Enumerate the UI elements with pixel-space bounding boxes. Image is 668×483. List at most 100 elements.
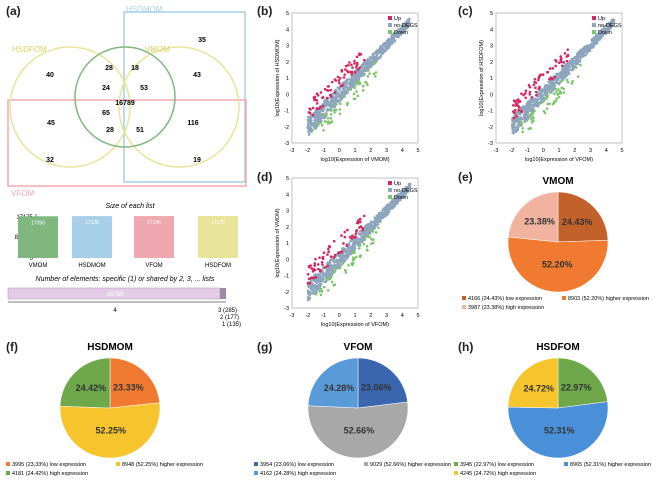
scatter-point-up [350, 63, 353, 67]
scatter-point-up [356, 68, 360, 71]
scatter-point-down [555, 97, 558, 101]
scatter-point-nodeg [571, 63, 574, 67]
scatter-point-nodeg [575, 61, 579, 65]
scatter-point-down [346, 101, 349, 105]
venn-label-vmom: VMOM [145, 45, 170, 54]
scatter-point-up [348, 235, 352, 239]
scatter-point-down [372, 72, 376, 76]
scatter-point-down [329, 275, 333, 279]
scatter-xtick: 2 [573, 148, 576, 154]
scatter-point-down [355, 90, 358, 93]
scatter-point-up [340, 250, 344, 253]
scatter-point-down [351, 258, 355, 262]
scatter-point-up [537, 78, 540, 82]
pie-slice [59, 402, 161, 459]
pie-legend-label: 4245 (24.72%) high expression [460, 471, 536, 477]
scatter-point-nodeg [401, 30, 404, 34]
scatter-xtick: -3 [290, 148, 295, 154]
scatter-point-up [340, 234, 343, 237]
scatter-point-down [358, 82, 362, 86]
scatter-point-nodeg [391, 40, 395, 44]
pie-legend-label: 3954 (23.06%) low expression [260, 462, 334, 468]
venn-set-vfom [7, 99, 247, 187]
scatter-point-down [320, 124, 324, 127]
scatter-point-up [315, 107, 319, 111]
scatter-legend-swatch [388, 23, 392, 27]
scatter-point-up [548, 67, 552, 70]
scatter-point-nodeg [350, 245, 354, 249]
scatter-point-nodeg [600, 30, 603, 33]
scatter-plot-c: -3 -2 -1 0 1 2 3 4 5 5 4 3 2 1 0 -1 -2 -3 log10(Expression… [479, 11, 624, 163]
scatter-point-up [358, 220, 362, 224]
scatter-point-up [317, 267, 320, 271]
scatter-point-up [319, 269, 322, 272]
scatter-point-up [358, 217, 362, 221]
scatter-point-nodeg [372, 220, 375, 224]
pie-legend-swatch [254, 471, 258, 475]
scatter-point-nodeg [403, 188, 407, 192]
scatter-point-nodeg [366, 57, 370, 61]
scatter-point-nodeg [345, 85, 348, 88]
scatter-point-nodeg [406, 186, 409, 190]
pie-legend-label: 8965 (52.31%) higher expression [570, 462, 651, 468]
scatter-point-nodeg [307, 121, 310, 124]
scatter-point-up [306, 272, 310, 276]
scatter-point-nodeg [548, 89, 551, 92]
scatter-point-nodeg [313, 273, 317, 277]
scatter-point-up [343, 73, 347, 76]
scatter-point-nodeg [364, 67, 368, 70]
scatter-point-nodeg [344, 89, 348, 92]
scatter-point-up [512, 116, 516, 120]
scatter-point-nodeg [394, 195, 398, 198]
scatter-point-nodeg [377, 48, 381, 52]
scatter-point-nodeg [373, 224, 377, 228]
scatter-point-nodeg [359, 237, 362, 241]
scatter-point-up [342, 242, 345, 245]
scatter-point-nodeg [309, 113, 313, 117]
scatter-ytick: 1 [490, 76, 493, 82]
scatter-point-up [513, 108, 517, 112]
scatter-point-up [314, 257, 317, 261]
scatter-point-up [323, 266, 327, 269]
scatter-point-nodeg [344, 83, 348, 86]
scatter-point-nodeg [353, 246, 356, 249]
scatter-point-nodeg [566, 66, 569, 69]
scatter-point-nodeg [352, 78, 355, 81]
scatter-point-nodeg [553, 78, 557, 82]
venn-region-count: 28 [106, 127, 114, 134]
scatter-point-up [319, 91, 323, 94]
scatter-point-nodeg [393, 202, 397, 206]
scatter-point-nodeg [338, 93, 341, 96]
scatter-point-nodeg [325, 102, 329, 106]
scatter-point-up [363, 58, 366, 62]
scatter-point-nodeg [376, 51, 379, 54]
scatter-ytick: 0 [286, 257, 289, 263]
scatter-point-nodeg [592, 38, 596, 42]
scatter-point-down [329, 113, 333, 116]
scatter-point-up [517, 108, 521, 112]
scatter-point-up [546, 70, 550, 74]
scatter-point-nodeg [340, 94, 343, 98]
venn-region-count: 65 [102, 110, 110, 117]
scatter-legend-swatch [388, 30, 392, 34]
scatter-point-up [534, 93, 538, 97]
upset-bar-value: 17145 [147, 220, 161, 226]
scatter-ylabel: log10(Expression of VMOM) [275, 208, 281, 277]
scatter-point-down [559, 80, 563, 83]
scatter-point-up [322, 251, 326, 255]
pie-slice [109, 357, 160, 409]
scatter-point-nodeg [363, 62, 367, 66]
scatter-point-nodeg [561, 69, 565, 73]
pie-legend-swatch [562, 296, 566, 300]
scatter-legend-swatch [592, 30, 596, 34]
scatter-point-nodeg [315, 286, 319, 290]
scatter-point-nodeg [516, 125, 520, 129]
scatter-point-down [546, 102, 549, 106]
scatter-point-nodeg [571, 58, 574, 62]
pie-slice-label: 52.25% [96, 425, 127, 435]
panel-label-h: (h) [458, 340, 474, 354]
venn-region-count: 24 [102, 85, 110, 92]
scatter-point-nodeg [511, 123, 514, 127]
scatter-point-nodeg [579, 56, 583, 59]
scatter-point-down [354, 255, 358, 259]
